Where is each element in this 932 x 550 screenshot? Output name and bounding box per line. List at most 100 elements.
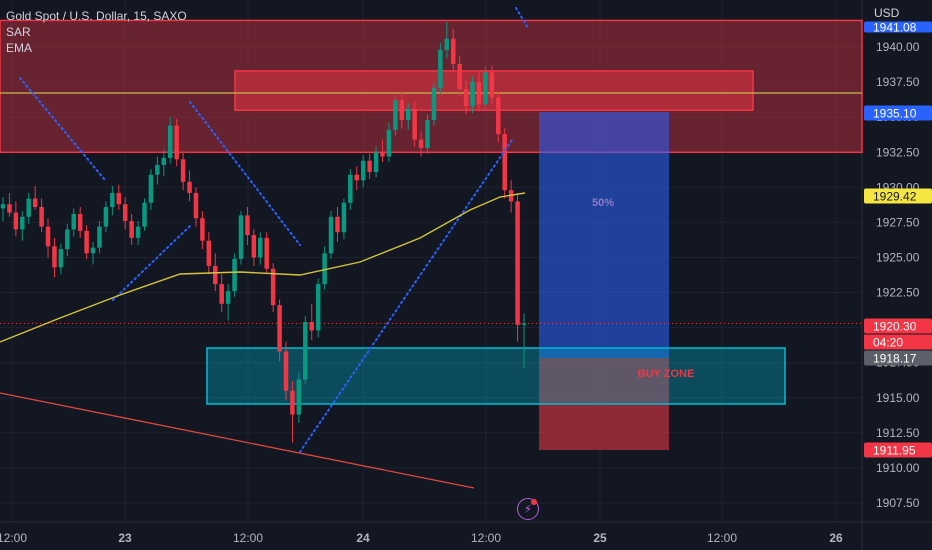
y-tick-label: 1922.50 [876, 286, 920, 300]
candle-body [148, 174, 154, 203]
candle-body [58, 249, 64, 268]
candle-body [277, 305, 282, 352]
lightning-icon[interactable]: ⚡ [517, 498, 539, 520]
x-tick-label: 23 [118, 531, 132, 545]
price-badge-text-ema: 1929.42 [873, 190, 917, 204]
candle-body [515, 201, 520, 325]
x-tick-label: 12:00 [707, 531, 737, 545]
candle-body [45, 226, 51, 247]
price-badge-text-resistance-top: 1941.08 [873, 21, 917, 35]
x-tick-label: 24 [356, 531, 370, 545]
candle-body [296, 379, 302, 415]
candle-body [457, 63, 462, 90]
candle-body [521, 323, 527, 325]
candle-body [354, 174, 360, 181]
candle-body [470, 82, 475, 106]
candle-body [450, 38, 456, 64]
candle-body [20, 216, 25, 230]
trend-line [0, 392, 475, 489]
notification-dot [531, 499, 537, 505]
candle-body [373, 152, 379, 172]
candle-body [386, 129, 392, 157]
candle-body [258, 237, 263, 258]
price-labels: 1941.08 1935.10 1929.42 1920.30 04:20 1918.17… [864, 21, 932, 458]
currency-label[interactable]: USD [874, 6, 900, 20]
candle-body [399, 100, 405, 121]
indicator-sar[interactable]: SAR [6, 25, 31, 39]
x-tick-label: 12:00 [0, 531, 27, 545]
sar-dots [299, 139, 513, 453]
y-tick-label: 1925.00 [876, 250, 920, 264]
candle-body [32, 198, 38, 207]
candle-body [213, 265, 218, 285]
candle-body [155, 164, 160, 175]
candle-body [110, 192, 115, 207]
candle-body [200, 218, 205, 241]
price-badge-buy-zone-level [864, 350, 932, 366]
candle-body [26, 198, 31, 217]
candle-body [103, 206, 109, 227]
candle-body [438, 49, 443, 88]
x-tick-label: 25 [593, 531, 607, 545]
candle-body [135, 226, 141, 238]
y-tick-label: 1907.50 [876, 496, 920, 510]
candle-body [496, 97, 501, 135]
candle-body [431, 87, 437, 121]
candle-body [463, 89, 469, 106]
y-tick-label: 1932.50 [876, 145, 920, 159]
sar-dots [515, 7, 529, 29]
candle-body [283, 351, 289, 391]
x-tick-label: 26 [829, 531, 843, 545]
candle-body [489, 72, 495, 98]
candle-body [405, 108, 411, 121]
price-badge-stop-level [864, 442, 932, 458]
candle-body [264, 237, 269, 269]
indicator-ema[interactable]: EMA [6, 41, 33, 55]
price-badge-text-buy-zone-level: 1918.17 [873, 352, 917, 366]
candle-body [0, 204, 6, 209]
candle-body [483, 72, 488, 105]
candle-body [412, 108, 417, 140]
candle-body [116, 192, 122, 205]
candle-body [502, 134, 507, 191]
candle-body [161, 157, 167, 165]
y-tick-label: 1937.50 [876, 75, 920, 89]
candle-body [418, 139, 424, 149]
candle-body [167, 125, 173, 158]
candle-body [71, 214, 77, 230]
x-tick-label: 12:00 [233, 531, 263, 545]
price-badge-resistance-line [864, 105, 932, 121]
candle-body [187, 181, 192, 193]
candle-body [225, 291, 231, 304]
sar-dots [189, 101, 301, 246]
candle-body [360, 160, 366, 181]
candle-body [174, 125, 179, 160]
candle-body [142, 202, 147, 227]
candle-body [180, 159, 186, 182]
candle-body [77, 214, 83, 231]
price-badge-countdown [864, 334, 932, 350]
chart-annotations: 50% BUY ZONE [592, 197, 694, 380]
y-tick-label: 1940.00 [876, 40, 920, 54]
candle-body [348, 174, 353, 203]
candle-body [425, 120, 430, 149]
candle-body [97, 226, 102, 248]
price-badge-text-countdown: 04:20 [873, 336, 903, 350]
candle-body [238, 215, 244, 259]
candle-body [84, 230, 89, 254]
y-tick-label: 1910.00 [876, 461, 920, 475]
chart-zones [0, 19, 863, 450]
candle-body [303, 322, 308, 380]
ema-indicator [0, 192, 526, 343]
candle-body [65, 229, 70, 250]
candles [0, 21, 527, 443]
time-axis: 12:00 23 12:00 24 12:00 25 12:00 26 [0, 531, 843, 545]
candle-body [315, 284, 321, 331]
candle-body [251, 235, 257, 258]
candle-body [393, 100, 398, 130]
candle-body [129, 221, 134, 238]
target-label: 50% [592, 197, 614, 209]
candle-body [206, 240, 212, 266]
candle-body [193, 192, 199, 219]
